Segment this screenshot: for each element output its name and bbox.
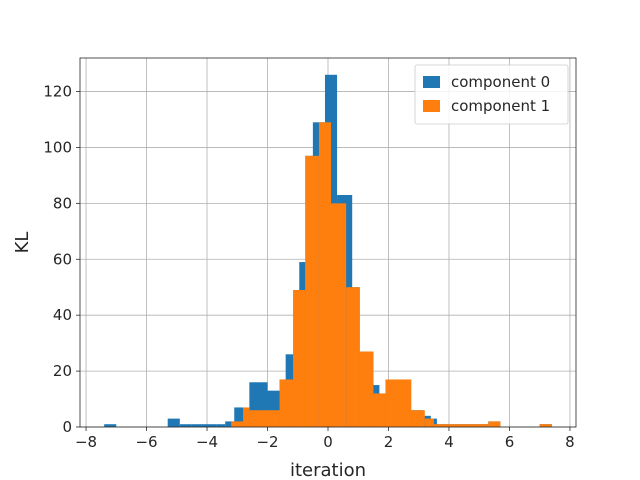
histogram-bar-series-0 bbox=[167, 418, 180, 427]
histogram-bar-series-1 bbox=[279, 379, 294, 427]
y-tick-label: 0 bbox=[62, 418, 72, 436]
y-axis-label: KL bbox=[12, 232, 33, 254]
histogram-bar-series-0 bbox=[234, 407, 244, 427]
x-axis-label: iteration bbox=[290, 460, 366, 480]
x-tick-label: 4 bbox=[444, 433, 454, 451]
histogram-bar-series-1 bbox=[231, 421, 244, 427]
histogram-bar-series-1 bbox=[373, 393, 386, 427]
y-tick-label: 20 bbox=[53, 362, 72, 380]
histogram-bar-series-1 bbox=[305, 155, 319, 427]
y-axis-ticks: 0 20 40 60 80 100 120 bbox=[43, 83, 80, 436]
x-tick-label: −8 bbox=[75, 433, 97, 451]
y-tick-label: 100 bbox=[43, 138, 72, 156]
histogram-bar-series-1 bbox=[411, 410, 425, 427]
histogram-bar-series-0 bbox=[104, 424, 117, 427]
legend-box bbox=[414, 64, 569, 125]
histogram-bar-series-1 bbox=[249, 410, 280, 427]
histogram-bar-series-1 bbox=[539, 424, 552, 427]
x-tick-label: −6 bbox=[135, 433, 157, 451]
histogram-bar-series-1 bbox=[346, 287, 360, 427]
histogram-bar-series-1 bbox=[331, 203, 347, 427]
y-tick-label: 80 bbox=[53, 194, 72, 212]
x-tick-label: 2 bbox=[384, 433, 394, 451]
histogram-bar-series-1 bbox=[359, 351, 374, 427]
histogram-bar-series-0 bbox=[204, 424, 217, 427]
x-axis-ticks: −8 −6 −4 −2 0 2 4 6 8 bbox=[75, 427, 575, 451]
histogram-bar-series-1 bbox=[318, 122, 332, 427]
x-tick-label: 0 bbox=[323, 433, 333, 451]
histogram-bar-series-1 bbox=[385, 379, 412, 427]
histogram-bar-series-1 bbox=[488, 421, 501, 427]
histogram-bar-series-0 bbox=[225, 421, 235, 427]
histogram-bar-series-1 bbox=[243, 407, 250, 427]
histogram-bar-series-1 bbox=[433, 424, 489, 427]
legend: component 0 component 1 bbox=[414, 64, 569, 125]
histogram-bar-series-1 bbox=[293, 290, 306, 427]
legend-swatch bbox=[423, 100, 440, 112]
histogram-bar-series-0 bbox=[191, 424, 204, 427]
histogram-bar-series-1 bbox=[424, 418, 434, 427]
histogram-bar-series-0 bbox=[216, 424, 226, 427]
y-tick-label: 60 bbox=[53, 250, 72, 268]
x-tick-label: 6 bbox=[505, 433, 515, 451]
y-tick-label: 120 bbox=[43, 83, 72, 101]
legend-entry-label: component 0 bbox=[451, 73, 550, 91]
legend-swatch bbox=[423, 76, 440, 88]
x-tick-label: 8 bbox=[565, 433, 575, 451]
x-tick-label: −2 bbox=[256, 433, 278, 451]
bars bbox=[104, 74, 552, 427]
histogram-bar-series-0 bbox=[179, 424, 192, 427]
x-tick-label: −4 bbox=[196, 433, 218, 451]
legend-entry-label: component 1 bbox=[451, 97, 550, 115]
y-tick-label: 40 bbox=[53, 306, 72, 324]
